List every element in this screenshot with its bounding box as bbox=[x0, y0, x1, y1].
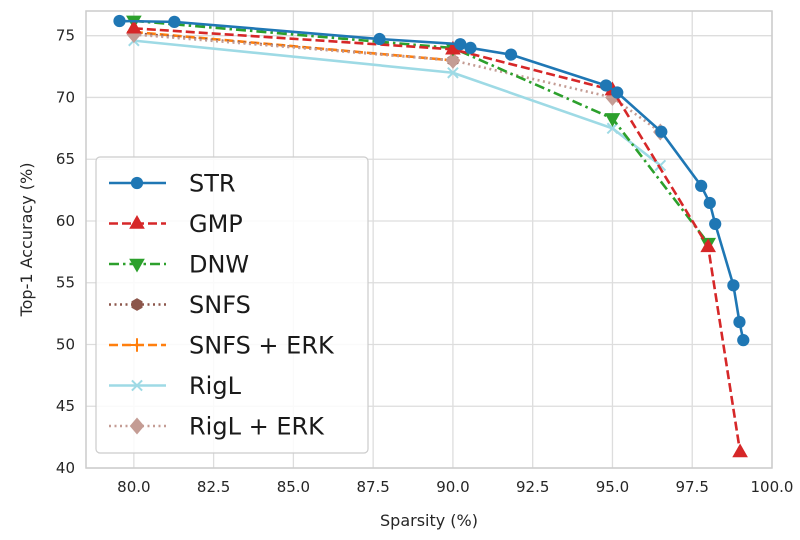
legend-entry: SNFS + ERK bbox=[109, 332, 335, 360]
data-point bbox=[737, 334, 750, 347]
data-point bbox=[373, 32, 386, 46]
series-rigl bbox=[128, 34, 667, 172]
data-point bbox=[700, 238, 717, 253]
y-tick-label: 70 bbox=[56, 88, 75, 106]
legend-entry: RigL + ERK bbox=[109, 413, 325, 441]
x-tick-label: 87.5 bbox=[356, 478, 389, 496]
y-tick-label: 45 bbox=[56, 397, 75, 415]
data-point bbox=[709, 217, 722, 231]
data-point bbox=[131, 379, 143, 392]
y-tick-label: 60 bbox=[56, 212, 75, 230]
data-point bbox=[129, 258, 145, 273]
legend-entry: DNW bbox=[109, 251, 249, 279]
data-point bbox=[131, 298, 143, 311]
legend-label: SNFS + ERK bbox=[189, 332, 335, 360]
series-layer bbox=[113, 14, 750, 458]
series-str bbox=[113, 14, 750, 347]
data-point bbox=[599, 79, 613, 92]
legend-label: SNFS bbox=[189, 291, 251, 319]
data-point bbox=[445, 40, 461, 55]
data-point bbox=[447, 66, 459, 79]
data-point bbox=[611, 86, 624, 99]
x-axis-ticks: 80.0 82.5 85.0 87.5 90.0 92.5 95.0 97.5 100.0 bbox=[117, 478, 793, 496]
x-tick-label: 80.0 bbox=[117, 478, 150, 496]
legend-label: GMP bbox=[189, 210, 243, 238]
series-line bbox=[133, 33, 662, 134]
x-tick-label: 95.0 bbox=[596, 478, 629, 496]
data-point bbox=[655, 125, 668, 138]
legend-label: STR bbox=[189, 170, 236, 198]
data-point bbox=[727, 279, 740, 292]
y-axis-label: Top-1 Accuracy (%) bbox=[17, 163, 36, 318]
x-tick-label: 92.5 bbox=[516, 478, 549, 496]
legend-entry: GMP bbox=[109, 210, 243, 238]
data-point bbox=[130, 338, 144, 352]
legend-entry: SNFS bbox=[109, 291, 251, 319]
legend-box bbox=[95, 156, 369, 454]
series-line bbox=[133, 39, 662, 167]
data-point bbox=[733, 315, 746, 329]
data-point bbox=[504, 48, 518, 61]
y-axis-ticks: 40 45 50 55 60 65 70 75 bbox=[56, 27, 75, 477]
legend-label: DNW bbox=[189, 251, 249, 279]
data-point bbox=[168, 15, 181, 28]
data-point bbox=[464, 41, 477, 55]
data-point bbox=[604, 113, 621, 127]
x-tick-label: 82.5 bbox=[197, 478, 230, 496]
x-axis-label: Sparsity (%) bbox=[380, 511, 478, 530]
y-tick-label: 55 bbox=[56, 274, 75, 292]
x-tick-label: 100.0 bbox=[751, 478, 794, 496]
data-point bbox=[130, 176, 144, 190]
x-tick-label: 85.0 bbox=[277, 478, 310, 496]
data-point bbox=[113, 14, 126, 28]
legend-label: RigL + ERK bbox=[189, 413, 325, 441]
data-point bbox=[732, 443, 748, 458]
data-point bbox=[703, 196, 716, 210]
data-point bbox=[129, 417, 145, 435]
x-tick-label: 97.5 bbox=[676, 478, 709, 496]
x-tick-label: 90.0 bbox=[436, 478, 469, 496]
y-tick-label: 65 bbox=[56, 150, 75, 168]
data-point bbox=[695, 179, 708, 193]
y-tick-label: 75 bbox=[56, 27, 75, 45]
data-point bbox=[654, 159, 667, 172]
data-point bbox=[129, 215, 145, 229]
data-point bbox=[445, 51, 461, 69]
legend-entry: STR bbox=[109, 170, 236, 198]
y-tick-label: 40 bbox=[56, 459, 75, 477]
legend-entry: RigL bbox=[109, 372, 242, 400]
data-point bbox=[454, 38, 467, 51]
legend-label: RigL bbox=[189, 372, 242, 400]
data-point bbox=[126, 19, 142, 34]
legend: STR GMP DNW SNFS SNFS + ERK RigL RigL + ERK bbox=[95, 156, 369, 454]
plot-area bbox=[85, 10, 773, 469]
y-tick-label: 50 bbox=[56, 335, 75, 353]
